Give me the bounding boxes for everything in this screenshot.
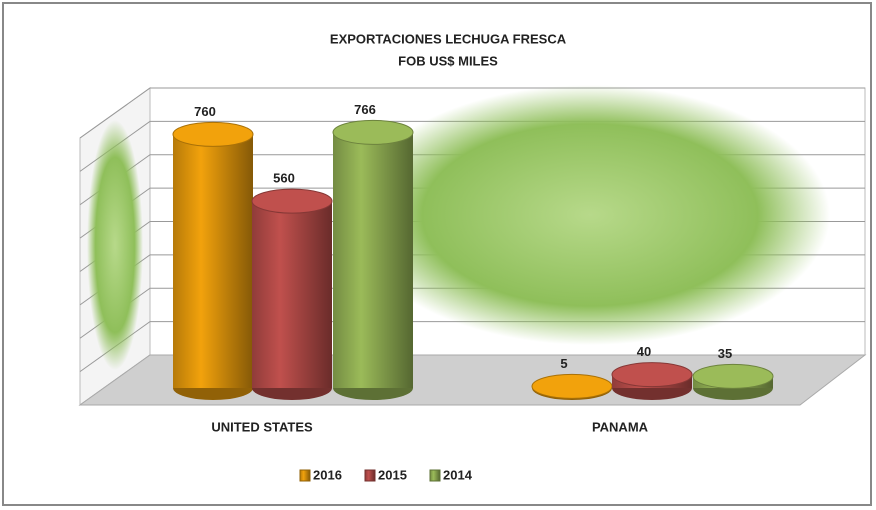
value-label: 5 <box>560 356 567 371</box>
cylinder-cap <box>172 121 254 147</box>
cylinder-cap <box>531 373 613 399</box>
cylinder-cap <box>332 119 414 145</box>
legend-label: 2014 <box>443 467 473 482</box>
value-label: 760 <box>194 104 216 119</box>
value-label: 766 <box>354 102 376 117</box>
legend-swatch <box>364 469 376 482</box>
value-label: 40 <box>637 344 651 359</box>
value-label: 560 <box>273 171 295 186</box>
cylinder-cap <box>692 363 774 389</box>
cylinder <box>252 201 332 388</box>
lettuce-decoration <box>87 120 143 370</box>
legend-label: 2015 <box>378 467 407 482</box>
cylinder <box>333 132 413 388</box>
chart-title: EXPORTACIONES LECHUGA FRESCA <box>330 31 567 46</box>
legend-label: 2016 <box>313 467 342 482</box>
legend-swatch <box>429 469 441 482</box>
legend-swatch <box>299 469 311 482</box>
lettuce-decoration <box>350 85 830 345</box>
x-tick-label: UNITED STATES <box>211 419 313 434</box>
x-tick-label: PANAMA <box>592 419 649 434</box>
value-label: 35 <box>718 346 732 361</box>
cylinder <box>173 134 253 388</box>
cylinder-cap <box>611 362 693 388</box>
cylinder-cap <box>251 188 333 214</box>
chart-subtitle: FOB US$ MILES <box>398 53 498 68</box>
